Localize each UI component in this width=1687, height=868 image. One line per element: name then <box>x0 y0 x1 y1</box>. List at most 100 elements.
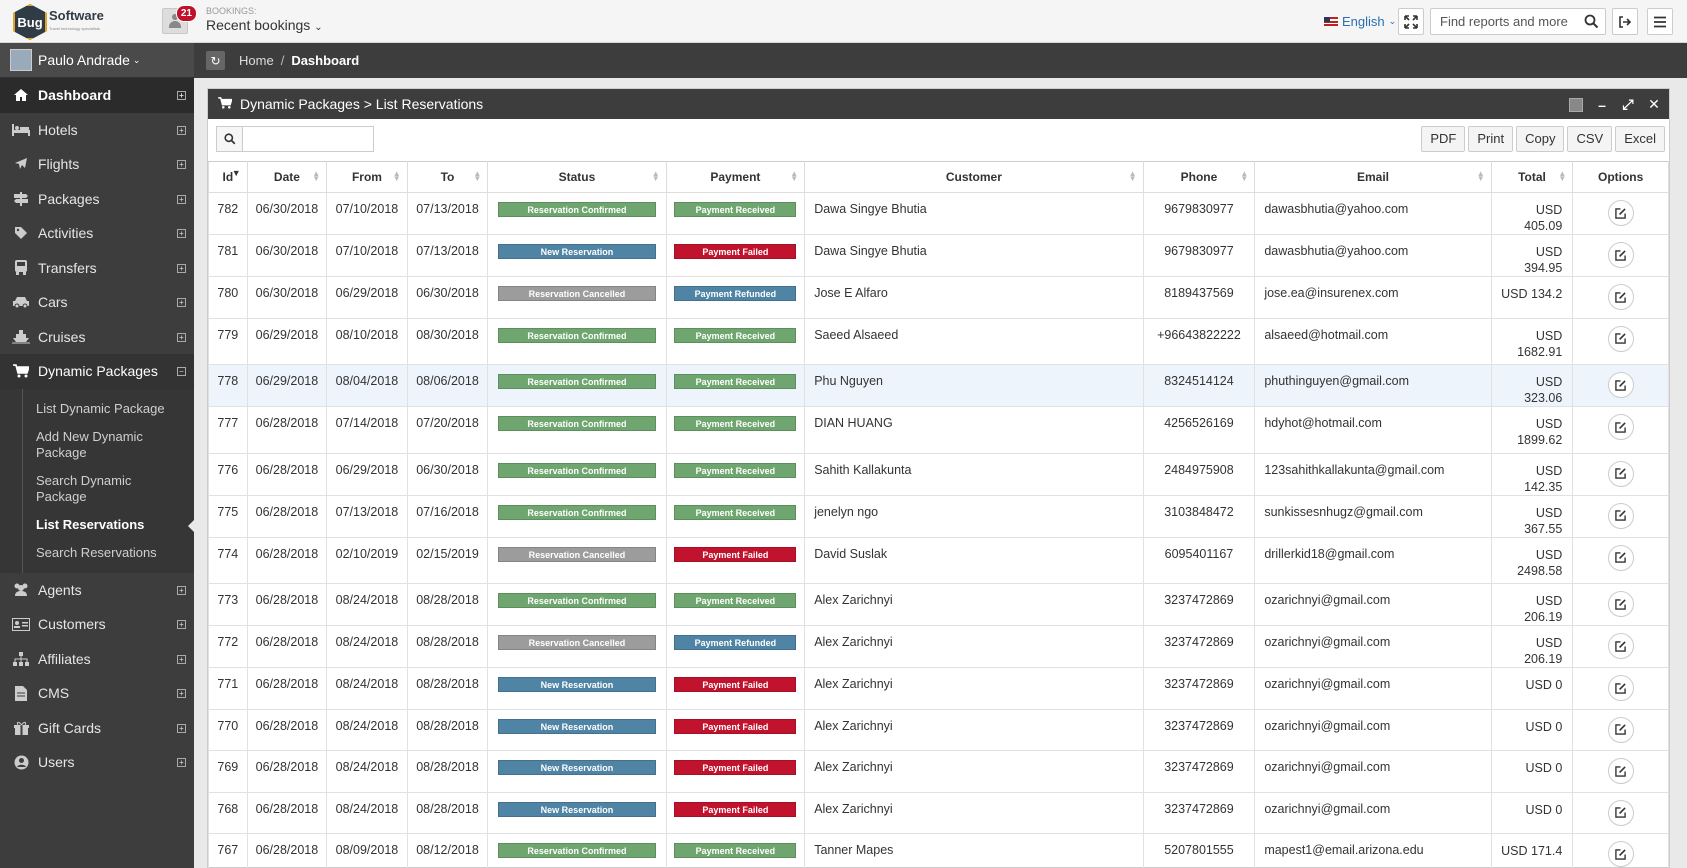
column-header-id[interactable]: Id ▼ <box>208 161 248 193</box>
sidebar-item-affiliates[interactable]: Affiliates + <box>0 642 194 677</box>
edit-button[interactable] <box>1607 799 1634 826</box>
table-cell: alsaeed@hotmail.com <box>1254 317 1492 365</box>
logo[interactable]: Bug Software Travel technology specialis… <box>13 4 108 40</box>
notifications-button[interactable]: 21 <box>162 5 197 34</box>
table-row[interactable]: 773 06/28/2018 08/24/2018 08/28/2018 Reserva… <box>208 583 1669 626</box>
edit-button[interactable] <box>1607 675 1634 701</box>
table-row[interactable]: 774 06/28/2018 02/10/2019 02/15/2019 Reserva… <box>208 536 1669 584</box>
column-header-phone[interactable]: Phone ▲ ▼ <box>1142 161 1256 193</box>
table-row[interactable]: 781 06/30/2018 07/10/2018 07/13/2018 New Res… <box>208 234 1669 277</box>
export-pdf-button[interactable]: PDF <box>1421 126 1466 152</box>
logout-button[interactable] <box>1612 8 1638 35</box>
global-search-input[interactable] <box>1431 9 1579 34</box>
column-header-customer[interactable]: Customer ▲ ▼ <box>804 161 1144 193</box>
sidebar-item-users[interactable]: Users + <box>0 745 194 780</box>
table-cell: 06/28/2018 <box>246 750 328 793</box>
edit-button[interactable] <box>1607 716 1634 743</box>
bookings-label: BOOKINGS: <box>206 6 257 16</box>
sidebar-item-dynamic-packages[interactable]: Dynamic Packages − <box>0 354 194 389</box>
edit-button[interactable] <box>1607 502 1634 529</box>
table-row[interactable]: 775 06/28/2018 07/13/2018 07/16/2018 Reserva… <box>208 494 1669 538</box>
edit-button[interactable] <box>1607 544 1634 571</box>
column-header-date[interactable]: Date ▲ ▼ <box>246 161 328 193</box>
export-csv-button[interactable]: CSV <box>1567 126 1613 152</box>
table-row[interactable]: 771 06/28/2018 08/24/2018 08/28/2018 New Res… <box>208 667 1669 710</box>
column-header-payment[interactable]: Payment ▲ ▼ <box>665 161 806 193</box>
edit-button[interactable] <box>1607 591 1634 617</box>
cell-id: 781 <box>217 244 239 258</box>
table-cell: 06/28/2018 <box>246 452 328 496</box>
bookings-dropdown[interactable]: BOOKINGS: Recent bookings ⌄ <box>206 6 323 33</box>
edit-button[interactable] <box>1607 460 1634 487</box>
color-picker-button[interactable] <box>1569 97 1583 112</box>
sidebar-item-cars[interactable]: Cars + <box>0 285 194 320</box>
breadcrumb-home-link[interactable]: Home <box>239 53 274 68</box>
sidebar-item-packages[interactable]: Packages + <box>0 182 194 217</box>
language-selector[interactable]: English ⌄ <box>1324 14 1396 29</box>
edit-button[interactable] <box>1607 242 1634 268</box>
edit-button[interactable] <box>1607 758 1634 784</box>
table-row[interactable]: 772 06/28/2018 08/24/2018 08/28/2018 Reserva… <box>208 625 1669 668</box>
print-button[interactable]: Print <box>1468 126 1514 152</box>
column-header-from[interactable]: From ▲ ▼ <box>326 161 408 193</box>
column-header-options[interactable]: Options <box>1572 161 1669 193</box>
table-row[interactable]: 767 06/28/2018 08/09/2018 08/12/2018 Reserva… <box>208 833 1669 868</box>
minimize-icon[interactable]: – <box>1598 96 1606 113</box>
logo-text: Software Travel technology specialists <box>49 9 104 35</box>
export-excel-button[interactable]: Excel <box>1615 126 1665 152</box>
global-search[interactable] <box>1430 8 1606 35</box>
table-search-input[interactable] <box>243 126 374 152</box>
edit-button[interactable] <box>1607 841 1634 867</box>
menu-button[interactable] <box>1647 8 1673 35</box>
submenu-add-dynamic-package[interactable]: Add New Dynamic Package <box>36 428 143 460</box>
edit-button[interactable] <box>1607 372 1634 398</box>
submenu-search-dynamic-package[interactable]: Search Dynamic Package <box>36 472 132 504</box>
sort-icon: ▲ ▼ <box>1128 169 1137 183</box>
sidebar-item-gift-cards[interactable]: Gift Cards + <box>0 711 194 746</box>
sidebar-item-agents[interactable]: Agents + <box>0 573 194 608</box>
edit-button[interactable] <box>1607 200 1634 226</box>
column-header-email[interactable]: Email ▲ ▼ <box>1254 161 1492 193</box>
table-row[interactable]: 776 06/28/2018 06/29/2018 06/30/2018 Reserva… <box>208 452 1669 496</box>
sidebar-item-cms[interactable]: CMS + <box>0 676 194 711</box>
table-row[interactable]: 779 06/29/2018 08/10/2018 08/30/2018 Reserva… <box>208 317 1669 365</box>
fullscreen-button[interactable] <box>1398 8 1424 35</box>
maximize-icon[interactable]: ⤢ <box>1622 96 1634 112</box>
sidebar-item-activities[interactable]: Activities + <box>0 216 194 251</box>
table-row[interactable]: 780 06/30/2018 06/29/2018 06/30/2018 Reserva… <box>208 276 1669 319</box>
table-row[interactable]: 769 06/28/2018 08/24/2018 08/28/2018 New Res… <box>208 750 1669 793</box>
edit-button[interactable] <box>1607 414 1634 440</box>
edit-button[interactable] <box>1607 284 1634 310</box>
column-header-status[interactable]: Status ▲ ▼ <box>487 161 667 193</box>
edit-button[interactable] <box>1607 325 1634 352</box>
cell-customer: Sahith Kallakunta <box>814 462 912 477</box>
sidebar-item-dashboard[interactable]: Dashboard + <box>0 78 194 113</box>
column-header-to[interactable]: To ▲ ▼ <box>406 161 489 193</box>
edit-button[interactable] <box>1607 633 1634 659</box>
table-cell: Payment Refunded <box>665 276 806 319</box>
copy-button[interactable]: Copy <box>1516 126 1565 152</box>
submenu-search-reservations[interactable]: Search Reservations <box>36 544 157 560</box>
table-row[interactable]: 770 06/28/2018 08/24/2018 08/28/2018 New Res… <box>208 708 1669 751</box>
close-icon[interactable]: ✕ <box>1648 96 1660 112</box>
table-row[interactable]: 778 06/29/2018 08/04/2018 08/06/2018 Reserva… <box>208 364 1669 407</box>
payment-badge: Payment Failed <box>674 677 797 692</box>
sidebar-item-transfers[interactable]: Transfers + <box>0 251 194 286</box>
refresh-button[interactable]: ↻ <box>206 51 225 70</box>
sidebar-item-hotels[interactable]: Hotels + <box>0 113 194 148</box>
sidebar-item-customers[interactable]: Customers + <box>0 607 194 642</box>
submenu-list-reservations[interactable]: List Reservations <box>0 511 195 539</box>
column-header-total[interactable]: Total ▲ ▼ <box>1490 161 1574 193</box>
submenu-list-dynamic-package[interactable]: List Dynamic Package <box>36 400 165 416</box>
table-row[interactable]: 782 06/30/2018 07/10/2018 07/13/2018 Reserva… <box>208 192 1669 235</box>
bookings-value[interactable]: Recent bookings ⌄ <box>206 17 323 33</box>
sidebar-item-cruises[interactable]: Cruises + <box>0 320 194 355</box>
table-search-button[interactable] <box>216 126 243 152</box>
search-icon[interactable] <box>1584 14 1599 29</box>
edit-icon <box>1615 421 1626 433</box>
table-row[interactable]: 777 06/28/2018 07/14/2018 07/20/2018 Reserva… <box>208 406 1669 454</box>
table-row[interactable]: 768 06/28/2018 08/24/2018 08/28/2018 New Res… <box>208 791 1669 834</box>
sidebar-item-flights[interactable]: Flights + <box>0 147 194 182</box>
user-menu[interactable]: Paulo Andrade ⌄ <box>0 43 194 78</box>
expand-icon: + <box>177 91 186 100</box>
